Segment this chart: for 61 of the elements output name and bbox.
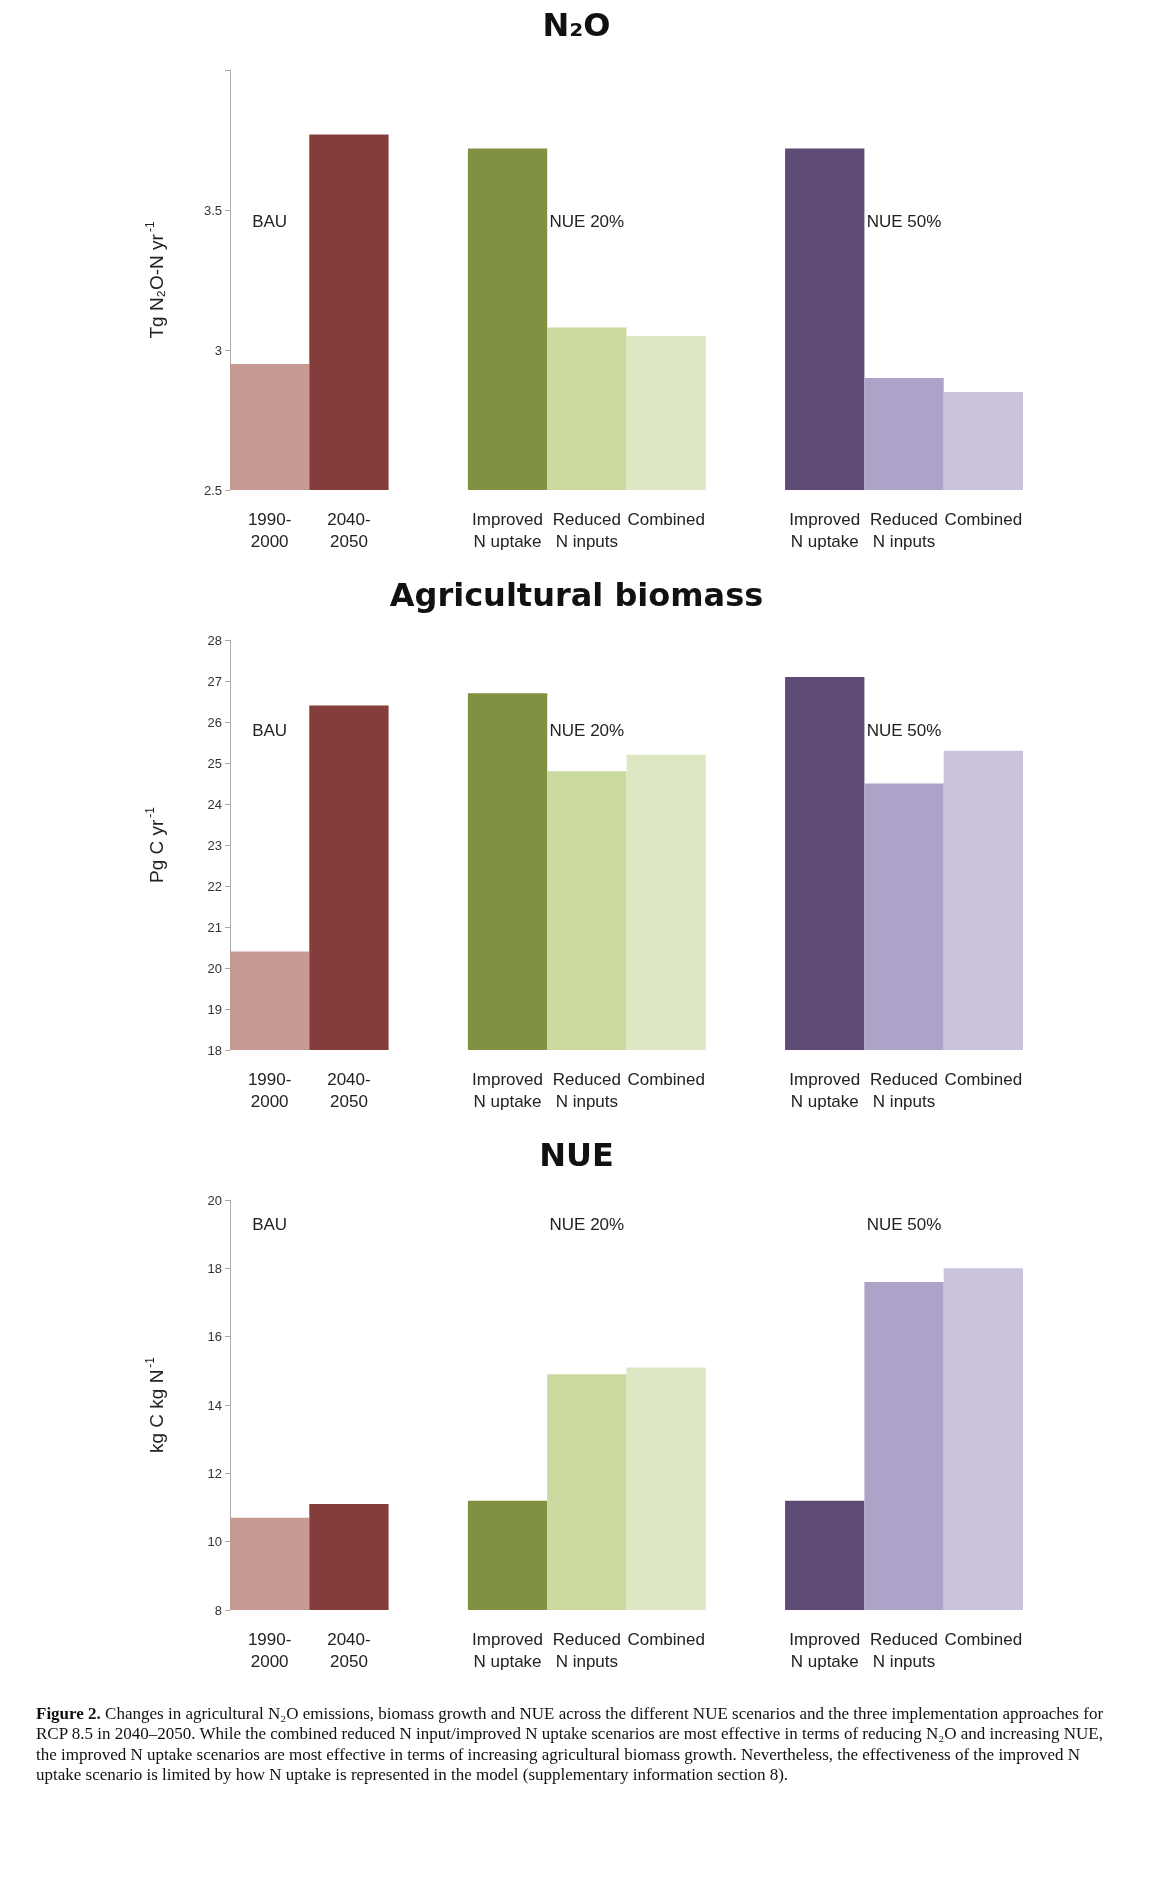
x-tick-label: 1990- 2000: [247, 1629, 292, 1671]
y-tick-label: 21: [207, 919, 222, 935]
y-tick-label: 18: [207, 1042, 222, 1058]
x-tick-label: Reduced N inputs: [870, 1629, 939, 1671]
x-tick-label: Combined: [944, 1069, 1023, 1089]
x-tick-label: Combined: [944, 1629, 1023, 1649]
y-tick-label: 23: [207, 837, 222, 853]
x-tick-label: Improved N uptake: [789, 1069, 861, 1111]
y-tick-label: 12: [207, 1465, 222, 1481]
x-tick-label: 1990- 2000: [247, 509, 292, 551]
y-tick-label: 28: [207, 632, 222, 648]
y-tick-label: 26: [207, 714, 222, 730]
annotation: NUE 50%: [866, 211, 942, 231]
y-tick-label: 24: [207, 796, 222, 812]
y-tick-label: 27: [207, 673, 222, 689]
chart-title: Agricultural biomass: [389, 576, 764, 614]
caption: Figure 2. Changes in agricultural N₂O emissions, biomass growth and NUE across the different NUE scenarios and the three implementation approaches for RCP 8.5 in 2040–2050. While the combined reduced N input/improved N uptake scenarios are most effective in terms of reducing N₂O and increasing NUE, the improved N uptake scenarios are most effective in terms of increasing agricultural biomass growth. Nevertheless, the effectiveness of the improved N uptake scenario is limited by how N uptake is represented in the model (supplementary information section 8).: [36, 1704, 1105, 1786]
x-tick-label: Improved N uptake: [789, 1629, 861, 1671]
x-tick-label: Combined: [627, 1629, 705, 1649]
y-axis-title: kg C kg N-1: [143, 1356, 167, 1454]
y-tick-label: 20: [207, 1192, 222, 1208]
annotation: NUE 50%: [866, 1215, 942, 1235]
chart-title: NUE: [539, 1136, 614, 1174]
annotation: NUE 20%: [549, 1215, 625, 1235]
y-tick-label: 2.5: [203, 482, 222, 498]
y-tick-label: 18: [207, 1260, 222, 1276]
y-axis-title: Pg C yr-1: [143, 806, 167, 884]
y-tick-label: 3.5: [203, 202, 222, 218]
x-tick-label: Reduced N inputs: [870, 509, 939, 551]
x-tick-label: Reduced N inputs: [552, 509, 621, 551]
annotation: NUE 50%: [866, 720, 942, 740]
y-tick-label: 19: [207, 1001, 222, 1017]
x-tick-label: Reduced N inputs: [870, 1069, 939, 1111]
y-tick-label: 16: [207, 1329, 222, 1345]
y-tick-label: 8: [214, 1602, 222, 1618]
y-tick-label: 10: [207, 1534, 222, 1550]
chart-title: N₂O: [542, 6, 611, 44]
y-tick-label: 14: [207, 1397, 222, 1413]
y-tick-label: 20: [207, 960, 222, 976]
x-tick-label: Improved N uptake: [789, 509, 861, 551]
y-tick-label: 3: [214, 342, 222, 358]
x-tick-label: Reduced N inputs: [552, 1629, 621, 1671]
y-tick-label: 22: [207, 878, 222, 894]
x-tick-label: Reduced N inputs: [552, 1069, 621, 1111]
y-tick-label: 25: [207, 755, 222, 771]
x-tick-label: Combined: [627, 509, 705, 529]
annotation: BAU: [252, 720, 288, 740]
x-tick-label: 2040- 2050: [327, 1069, 371, 1111]
x-tick-label: Improved N uptake: [472, 1069, 543, 1111]
x-tick-label: Improved N uptake: [472, 1629, 543, 1671]
annotation: NUE 20%: [549, 720, 625, 740]
x-tick-label: 2040- 2050: [327, 509, 371, 551]
x-tick-label: Improved N uptake: [472, 509, 543, 551]
annotation: NUE 20%: [549, 211, 625, 231]
x-tick-label: 2040- 2050: [327, 1629, 371, 1671]
y-axis-title: Tg N₂O-N yr-1: [143, 221, 167, 339]
annotation: BAU: [252, 1215, 288, 1235]
annotation: BAU: [252, 211, 288, 231]
x-tick-label: 1990- 2000: [247, 1069, 292, 1111]
x-tick-label: Combined: [627, 1069, 705, 1089]
x-tick-label: Combined: [944, 509, 1023, 529]
